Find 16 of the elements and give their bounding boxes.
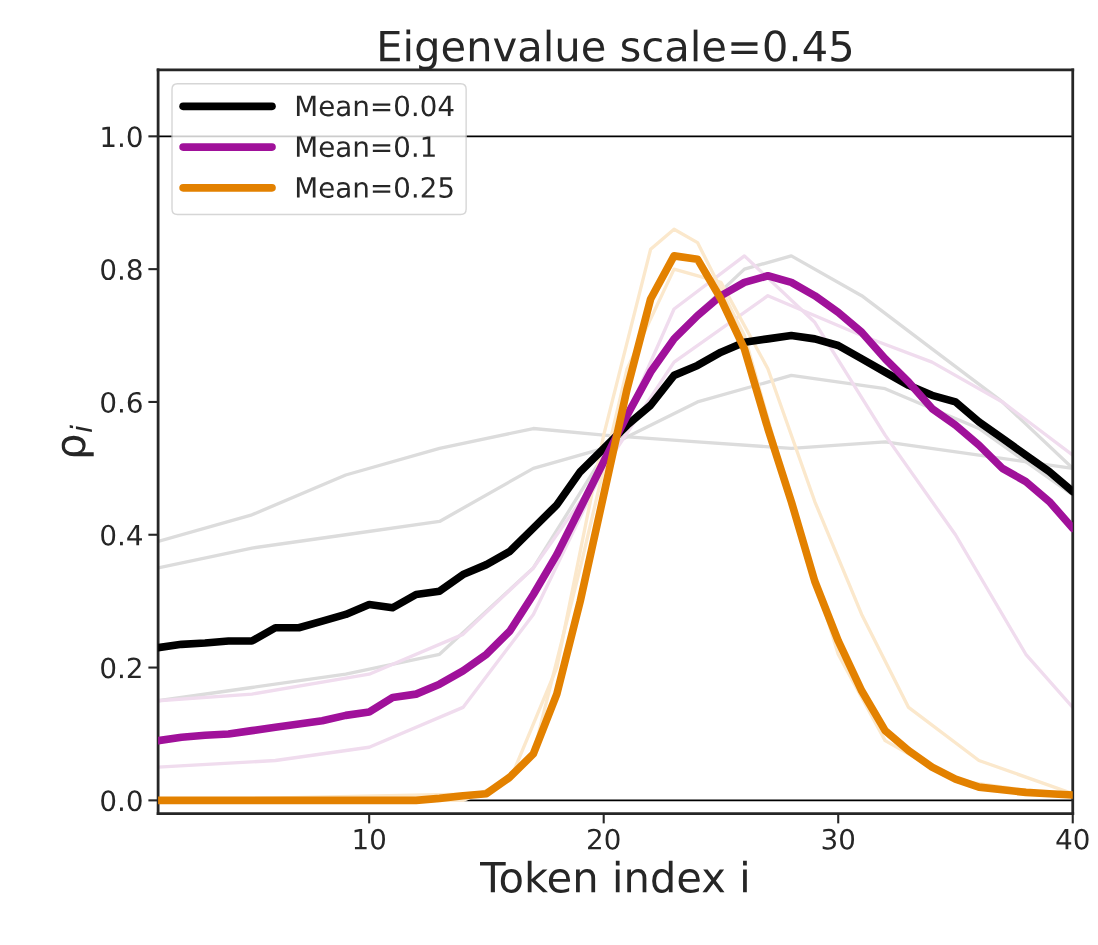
legend-label: Mean=0.04 <box>296 95 454 117</box>
legend-label: Mean=0.25 <box>296 176 453 198</box>
y-tick-label: 1.0 <box>102 126 142 148</box>
legend-label: Mean=0.1 <box>296 136 435 158</box>
chart-title: Eigenvalue scale=0.45 <box>380 29 852 70</box>
y-tick-label: 0.6 <box>101 391 142 413</box>
x-tick-label: 30 <box>822 828 855 850</box>
y-tick-label: 0.0 <box>101 790 142 812</box>
x-tick-label: 10 <box>354 828 386 850</box>
y-tick-label: 0.4 <box>101 524 142 546</box>
y-tick-label: 0.8 <box>101 259 142 281</box>
x-tick-label: 20 <box>588 828 620 850</box>
y-axis-title: ρ$_{i}$ <box>61 425 94 457</box>
x-axis-title: Token index i <box>480 860 747 893</box>
y-tick-label: 0.2 <box>101 657 141 679</box>
x-tick-label: 40 <box>1056 828 1089 850</box>
